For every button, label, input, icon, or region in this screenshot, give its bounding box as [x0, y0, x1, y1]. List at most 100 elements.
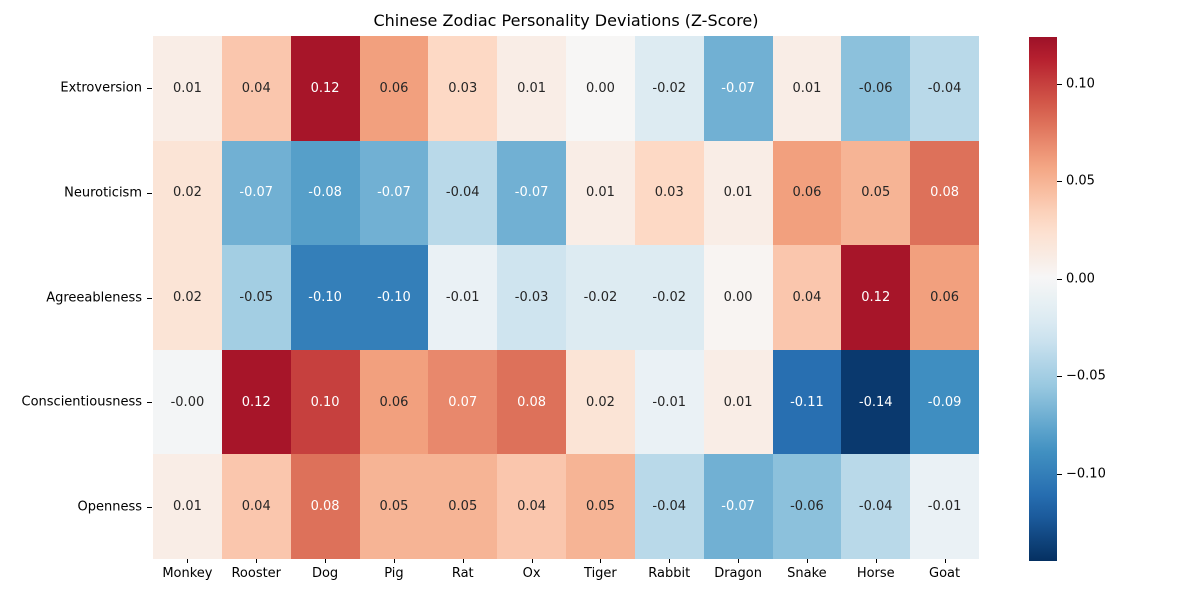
- heatmap-cell: 0.06: [359, 349, 429, 455]
- heatmap-cell: -0.04: [634, 454, 704, 559]
- heatmap-cell: 0.02: [566, 349, 635, 455]
- y-tick-label: Conscientiousness: [21, 394, 143, 410]
- heatmap-cell: -0.02: [634, 245, 704, 350]
- heatmap-cell: -0.02: [566, 245, 635, 350]
- heatmap-cell: 0.06: [359, 36, 429, 141]
- colorbar-tick-label: −0.10: [1066, 466, 1106, 481]
- heatmap-cell: 0.00: [566, 36, 635, 141]
- colorbar-tick-label: −0.05: [1066, 368, 1106, 384]
- heatmap-cell: -0.01: [634, 349, 704, 455]
- heatmap-cell: 0.01: [703, 140, 773, 246]
- heatmap-cell: -0.07: [497, 140, 566, 246]
- y-tick-mark: [147, 402, 152, 404]
- x-tick-label: Monkey: [162, 566, 213, 581]
- x-tick-label: Pig: [384, 566, 404, 581]
- x-tick-mark: [738, 559, 740, 563]
- heatmap-cell: 0.04: [221, 454, 291, 559]
- x-tick-label: Rabbit: [648, 566, 691, 581]
- y-tick-mark: [147, 88, 152, 90]
- heatmap-cell: 0.01: [703, 349, 773, 455]
- y-tick-mark: [147, 506, 152, 508]
- heatmap-cell: -0.10: [290, 245, 360, 350]
- heatmap-cell: -0.07: [221, 140, 291, 246]
- colorbar-tick-mark: [1057, 473, 1062, 475]
- x-tick-mark: [393, 559, 395, 563]
- heatmap-cell: 0.07: [428, 349, 498, 455]
- heatmap-cell: -0.14: [841, 349, 911, 455]
- y-tick-label: Openness: [77, 499, 142, 515]
- x-tick-mark: [531, 559, 533, 563]
- x-tick-label: Snake: [787, 566, 827, 581]
- heatmap-cell: -0.04: [428, 140, 498, 246]
- heatmap-cell: 0.01: [497, 36, 566, 141]
- heatmap-cell: 0.04: [497, 454, 566, 559]
- heatmap-cell: 0.01: [566, 140, 635, 246]
- x-tick-label: Ox: [522, 566, 541, 581]
- y-tick-label: Neuroticism: [64, 185, 142, 201]
- heatmap-cell: -0.04: [841, 454, 911, 559]
- heatmap-cell: 0.06: [910, 245, 979, 350]
- heatmap-cell: -0.00: [153, 349, 222, 455]
- colorbar-tick-label: 0.00: [1066, 271, 1095, 287]
- colorbar-tick-mark: [1057, 181, 1062, 183]
- heatmap-cell: 0.08: [290, 454, 360, 559]
- heatmap-cell: 0.03: [428, 36, 498, 141]
- heatmap-cell: 0.05: [428, 454, 498, 559]
- x-tick-mark: [325, 559, 327, 563]
- x-tick-label: Rooster: [231, 566, 282, 581]
- heatmap-cell: -0.07: [703, 454, 773, 559]
- x-tick-mark: [187, 559, 189, 563]
- heatmap-cell: 0.10: [290, 349, 360, 455]
- heatmap-cell: 0.01: [772, 36, 842, 141]
- colorbar: [1029, 37, 1057, 561]
- heatmap-cell: 0.04: [221, 36, 291, 141]
- x-tick-mark: [600, 559, 602, 563]
- heatmap-cell: 0.04: [772, 245, 842, 350]
- heatmap-cell: 0.01: [153, 454, 222, 559]
- heatmap-cell: -0.03: [497, 245, 566, 350]
- heatmap-cell: 0.08: [497, 349, 566, 455]
- heatmap-cell: -0.05: [221, 245, 291, 350]
- heatmap-cell: -0.07: [359, 140, 429, 246]
- y-tick-label: Agreeableness: [46, 290, 142, 305]
- x-tick-mark: [462, 559, 464, 563]
- heatmap-cell: 0.12: [841, 245, 911, 350]
- x-tick-label: Dragon: [714, 566, 762, 581]
- heatmap-cell: 0.05: [841, 140, 911, 246]
- x-tick-label: Rat: [451, 566, 474, 581]
- x-tick-mark: [875, 559, 877, 563]
- heatmap-cell: -0.06: [841, 36, 911, 141]
- colorbar-tick-mark: [1057, 376, 1062, 378]
- x-tick-mark: [806, 559, 808, 563]
- heatmap-cell: -0.01: [428, 245, 498, 350]
- heatmap-cell: 0.01: [153, 36, 222, 141]
- heatmap-cell: -0.10: [359, 245, 429, 350]
- heatmap-cell: -0.04: [910, 36, 979, 141]
- heatmap-cell: 0.00: [703, 245, 773, 350]
- heatmap-cell: -0.08: [290, 140, 360, 246]
- heatmap-grid: 0.01 0.04 0.12 0.06 0.03 0.01 0.00 -0.02 -0.07 0.…: [153, 36, 979, 559]
- heatmap-cell: 0.02: [153, 245, 222, 350]
- x-tick-label: Horse: [856, 566, 895, 581]
- heatmap-plot: 0.01 0.04 0.12 0.06 0.03 0.01 0.00 -0.02 -0.07 0.…: [153, 36, 979, 559]
- heatmap-cell: -0.01: [910, 454, 979, 559]
- heatmap-cell: -0.02: [634, 36, 704, 141]
- x-tick-label: Goat: [929, 566, 961, 581]
- heatmap-cell: 0.05: [359, 454, 429, 559]
- heatmap-cell: 0.08: [910, 140, 979, 246]
- heatmap-cell: -0.11: [772, 349, 842, 455]
- heatmap-cell: 0.03: [634, 140, 704, 246]
- x-tick-mark: [944, 559, 946, 563]
- colorbar-tick-label: 0.10: [1066, 76, 1095, 92]
- heatmap-cell: 0.12: [221, 349, 291, 455]
- heatmap-cell: 0.12: [290, 36, 360, 141]
- heatmap-cell: 0.05: [566, 454, 635, 559]
- heatmap-cell: -0.06: [772, 454, 842, 559]
- x-tick-mark: [256, 559, 258, 563]
- heatmap-cell: -0.07: [703, 36, 773, 141]
- y-tick-mark: [147, 297, 152, 299]
- heatmap-cell: -0.09: [910, 349, 979, 455]
- x-tick-mark: [669, 559, 671, 563]
- chart-title: Chinese Zodiac Personality Deviations (Z…: [373, 11, 759, 30]
